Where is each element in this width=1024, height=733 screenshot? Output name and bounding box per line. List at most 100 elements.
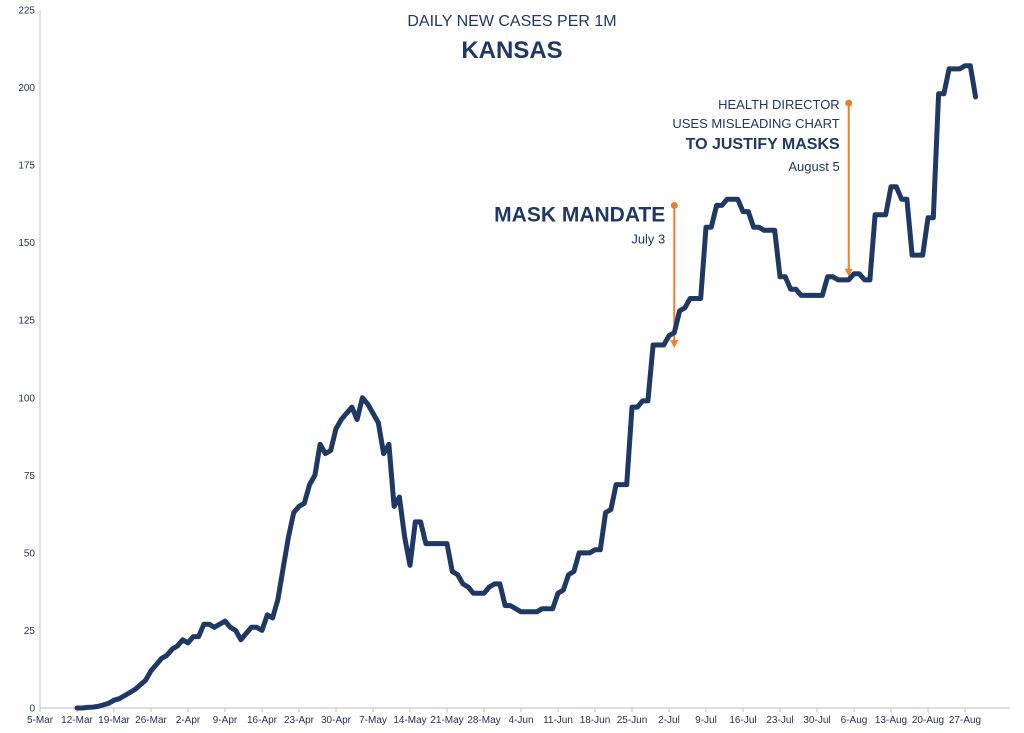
data-point	[573, 571, 575, 572]
data-point	[250, 626, 252, 628]
data-point	[700, 298, 702, 299]
annotation-label: TO JUSTIFY MASKS	[686, 136, 840, 153]
data-point	[879, 214, 881, 216]
data-point	[552, 608, 554, 610]
data-point	[684, 307, 686, 309]
data-point	[377, 422, 379, 424]
data-point	[261, 629, 263, 631]
data-point	[531, 611, 533, 613]
data-point	[198, 636, 200, 638]
data-point	[499, 583, 501, 585]
x-tick-label: 23-Apr	[284, 715, 315, 726]
data-point	[620, 484, 622, 486]
data-point	[425, 543, 427, 545]
data-point	[821, 294, 823, 296]
data-point	[145, 679, 147, 681]
x-tick-label: 5-Mar	[27, 715, 54, 726]
data-point	[816, 294, 818, 296]
data-point	[393, 505, 395, 507]
data-point	[92, 706, 94, 708]
data-point	[652, 344, 654, 346]
data-point	[525, 611, 527, 613]
data-point	[319, 443, 321, 445]
annotation-label: MASK MANDATE	[494, 203, 665, 226]
data-point	[906, 198, 908, 200]
data-point	[642, 400, 644, 402]
data-point	[673, 332, 675, 334]
data-point	[874, 214, 876, 216]
data-point	[81, 707, 83, 709]
data-point	[758, 226, 760, 228]
x-tick-label: 14-May	[393, 715, 426, 726]
data-point	[795, 288, 797, 290]
data-point	[266, 614, 268, 616]
x-tick-label: 23-Jul	[766, 715, 793, 726]
data-point	[916, 254, 918, 256]
data-point	[790, 288, 792, 290]
data-point	[626, 484, 628, 486]
data-point	[108, 702, 110, 704]
data-point	[219, 623, 221, 625]
x-tick-label: 26-Mar	[135, 715, 167, 726]
data-point	[287, 536, 289, 538]
data-point	[97, 705, 99, 707]
data-point	[975, 96, 977, 98]
data-point	[568, 574, 570, 576]
data-point	[213, 626, 215, 628]
x-tick-label: 9-Apr	[213, 715, 238, 726]
data-point	[314, 474, 316, 476]
data-point	[589, 552, 591, 554]
data-point	[235, 629, 237, 631]
data-point	[472, 592, 474, 594]
x-tick-label: 2-Jul	[658, 715, 680, 726]
data-point	[737, 198, 739, 200]
data-point	[309, 484, 311, 486]
data-point	[150, 670, 152, 672]
data-point	[515, 608, 517, 610]
x-tick-label: 20-Aug	[912, 715, 944, 726]
x-tick-label: 27-Aug	[949, 715, 981, 726]
data-point	[504, 605, 506, 607]
data-point	[927, 217, 929, 219]
data-point	[953, 68, 955, 70]
data-point	[827, 276, 829, 278]
data-point	[335, 428, 337, 430]
data-point	[774, 229, 776, 231]
annotation-arrowhead	[670, 340, 679, 349]
data-point	[663, 344, 665, 346]
data-point	[176, 645, 178, 647]
data-point	[959, 68, 961, 70]
y-tick-label: 125	[18, 316, 35, 327]
data-point	[293, 512, 295, 514]
data-point	[451, 571, 453, 572]
data-point	[631, 406, 633, 408]
data-point	[647, 400, 649, 402]
data-point	[726, 198, 728, 200]
y-tick-label: 175	[18, 161, 35, 172]
data-point	[446, 543, 448, 545]
data-point	[182, 639, 184, 641]
x-tick-label: 19-Mar	[98, 715, 130, 726]
y-tick-label: 150	[18, 238, 35, 249]
data-point	[351, 406, 353, 408]
data-point	[346, 412, 348, 414]
data-point	[208, 623, 210, 625]
x-tick-label: 6-Aug	[841, 715, 868, 726]
data-point	[837, 279, 839, 281]
data-point	[710, 226, 712, 228]
data-point	[864, 279, 866, 281]
data-point	[922, 254, 924, 256]
data-point	[901, 198, 903, 200]
data-point	[890, 186, 892, 188]
data-point	[599, 549, 601, 551]
data-point	[605, 512, 607, 514]
data-point	[964, 65, 966, 67]
y-tick-label: 100	[18, 393, 35, 404]
data-point	[124, 695, 126, 697]
data-point	[557, 592, 559, 594]
x-tick-label: 28-May	[467, 715, 500, 726]
data-point	[679, 310, 681, 312]
data-point	[969, 65, 971, 67]
data-point	[409, 564, 411, 566]
data-point	[895, 186, 897, 188]
